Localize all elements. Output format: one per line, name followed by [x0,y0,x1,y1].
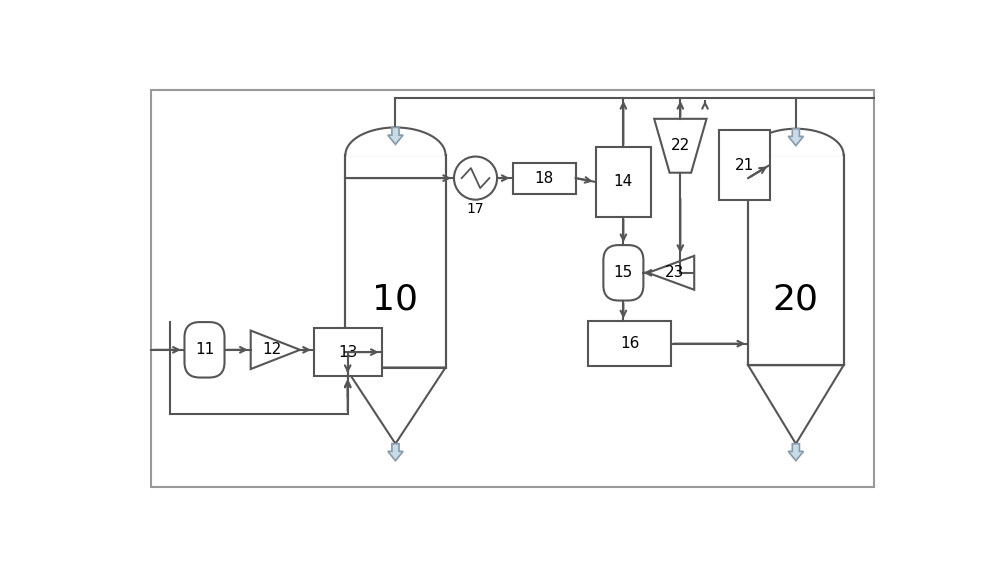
Polygon shape [788,444,803,461]
Text: 13: 13 [338,344,357,360]
Text: 15: 15 [614,265,633,280]
Polygon shape [345,367,446,444]
Polygon shape [648,256,694,290]
Bar [596,147,651,217]
Bar [314,328,382,376]
Text: 21: 21 [735,158,754,172]
Text: 16: 16 [620,336,639,351]
Text: 10: 10 [372,282,418,316]
Text: 20: 20 [773,282,819,316]
Bar [345,155,446,367]
Text: 11: 11 [195,342,214,358]
FancyBboxPatch shape [603,245,643,300]
Text: 12: 12 [263,342,282,358]
Polygon shape [748,365,844,444]
FancyBboxPatch shape [184,322,225,378]
Bar [512,163,576,194]
Text: 18: 18 [534,171,554,186]
Polygon shape [388,127,403,144]
Text: 17: 17 [467,202,484,216]
Polygon shape [788,129,803,146]
Bar [588,321,671,366]
Text: 22: 22 [671,138,690,153]
Polygon shape [251,331,300,369]
Bar [719,131,770,199]
Bar [748,155,844,365]
Bar [151,91,874,487]
Text: 23: 23 [665,265,685,280]
Polygon shape [654,119,707,172]
Polygon shape [345,127,446,155]
Text: 14: 14 [614,174,633,190]
Circle shape [454,156,497,199]
Polygon shape [388,444,403,461]
Polygon shape [748,129,844,155]
